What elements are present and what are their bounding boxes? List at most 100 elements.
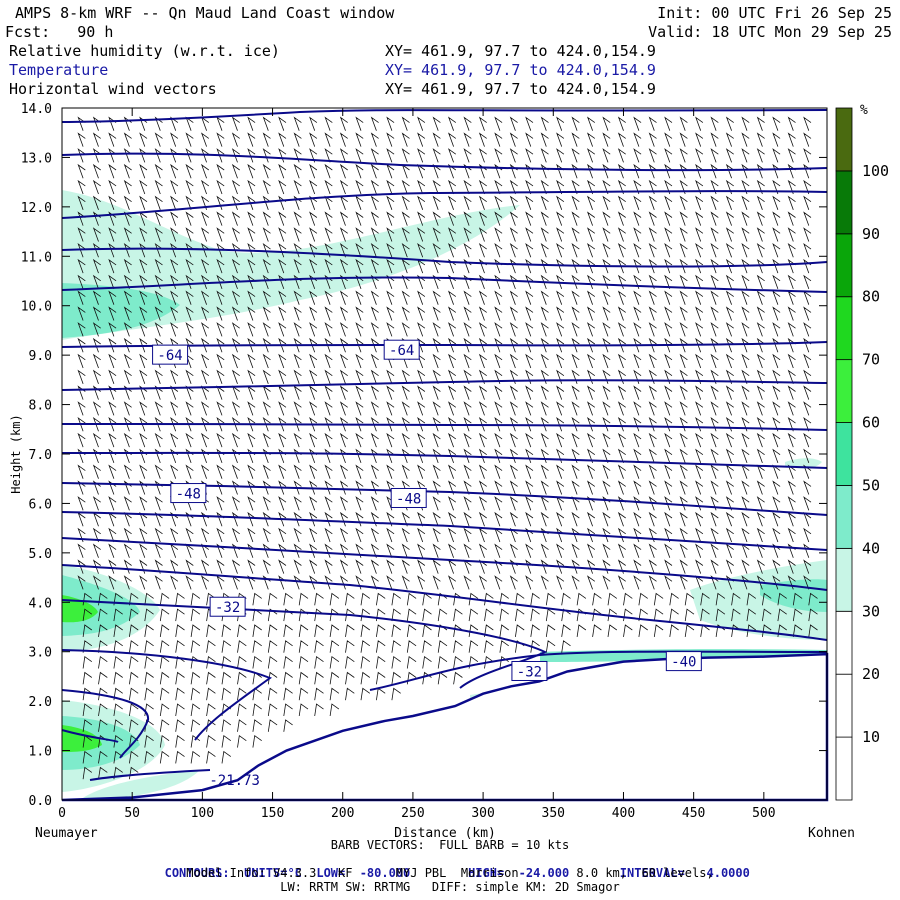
temperature-isotherm	[61, 247, 828, 268]
y-tick-label: 13.0	[21, 151, 52, 166]
temperature-isotherm	[369, 650, 828, 691]
colorbar-label: 30	[862, 602, 880, 620]
colorbar-label: 10	[862, 728, 880, 746]
x-tick-label: 250	[401, 806, 424, 821]
x-tick-label: 150	[261, 806, 284, 821]
contour-label-box	[209, 596, 246, 617]
forecast-hour: Fcst: 90 h	[5, 23, 114, 41]
y-tick-label: 0.0	[29, 794, 52, 809]
contour-labels: -64 -64 -48 -48 -32 -32 -40 -21.73	[152, 339, 702, 789]
x-tick-label: 0	[58, 806, 66, 821]
colorbar-label: 80	[862, 288, 880, 306]
y-tick-label: 2.0	[29, 695, 52, 710]
x-tick-label: 300	[471, 806, 494, 821]
y-tick-label: 7.0	[29, 448, 52, 463]
wind-barbs	[77, 116, 818, 780]
colorbar-label: 90	[862, 225, 880, 243]
y-tick-label: 4.0	[29, 596, 52, 611]
contours-interval: INTERVAL= 4.0000	[619, 866, 750, 880]
valid-time: Valid: 18 UTC Mon 29 Sep 25	[648, 23, 892, 41]
y-tick-label: 12.0	[21, 201, 52, 216]
temperature-isotherm	[61, 451, 828, 469]
temperature-isotherm	[61, 379, 828, 391]
temperature-isotherm	[89, 769, 211, 781]
colorbar: 10 20 30 40 50 60 70 80 90 100	[835, 107, 889, 801]
contours-prefix: CONTOURS:	[164, 866, 230, 880]
temperature-isotherm	[61, 276, 828, 293]
right-end-label: Kohnen	[808, 826, 855, 841]
x-tick-label: 400	[612, 806, 635, 821]
rh-region	[62, 283, 180, 338]
temperature-isotherm	[61, 190, 828, 219]
model-info: Model Info: V4.3.3 KF MYJ PBL Morrison 8…	[186, 866, 714, 880]
colorbar-label: 60	[862, 414, 880, 432]
contour-label-box	[511, 660, 548, 681]
y-tick-label: 6.0	[29, 497, 52, 512]
contour-info: CONTOURS: UNITS=°C LOW= -80.000 HIGH= -2…	[0, 852, 900, 880]
temperature-isotherm	[61, 109, 828, 123]
contour-label-box	[390, 487, 427, 508]
colorbar-swatch	[835, 422, 853, 486]
temperature-isotherm	[61, 729, 119, 743]
colorbar-swatch	[835, 233, 853, 298]
chart-title: AMPS 8-km WRF -- Qn Maud Land Coast wind…	[15, 4, 395, 22]
x-tick-label: 350	[542, 806, 565, 821]
temperature-isotherm	[61, 649, 273, 741]
colorbar-label: 100	[862, 162, 889, 180]
y-tick-label: 14.0	[21, 102, 52, 117]
colorbar-swatch	[835, 296, 853, 361]
colorbar-label: 50	[862, 476, 880, 494]
y-tick-label: 3.0	[29, 646, 52, 661]
colorbar-swatch	[835, 107, 853, 172]
field-xy-wind: XY= 461.9, 97.7 to 424.0,154.9	[385, 80, 656, 98]
colorbar-label: 40	[862, 539, 880, 557]
colorbar-swatch	[835, 359, 853, 423]
temperature-isotherm	[61, 152, 828, 172]
field-name-rh: Relative humidity (w.r.t. ice)	[9, 42, 280, 60]
colorbar-swatch	[835, 736, 853, 801]
y-tick-label: 5.0	[29, 547, 52, 562]
colorbar-swatch	[835, 485, 853, 549]
contour-label: -32	[517, 664, 542, 680]
contours-high: HIGH= -24.000	[468, 866, 570, 880]
terrain-surface	[61, 652, 829, 802]
field-name-wind: Horizontal wind vectors	[9, 80, 217, 98]
wind-barb-field	[77, 116, 818, 780]
y-tick-label: 9.0	[29, 349, 52, 364]
temperature-isotherm	[61, 564, 828, 641]
temperature-isotherm	[61, 537, 828, 591]
rh-region	[62, 190, 520, 340]
x-tick-label: 100	[191, 806, 214, 821]
contour-label: -40	[671, 655, 696, 671]
contour-label: -32	[215, 600, 240, 616]
x-tick-label: 200	[331, 806, 354, 821]
temperature-isotherm	[61, 423, 828, 431]
contour-label: -48	[176, 487, 201, 503]
y-axis: 0.0 1.0 2.0 3.0 4.0 5.0 6.0 7.0 8.0 9.0 10.0 11.0 12…	[21, 102, 827, 809]
field-name-temperature: Temperature	[9, 61, 109, 79]
barb-legend: BARB VECTORS: FULL BARB = 10 kts	[330, 838, 570, 852]
y-tick-label: 8.0	[29, 399, 52, 414]
colorbar-unit: %	[860, 103, 868, 118]
contour-label: -21.73	[209, 773, 260, 789]
contour-label-box	[170, 483, 207, 504]
x-tick-label: 50	[124, 806, 140, 821]
x-axis: 0 50 100 150 200 250 300 350 400 450 500	[58, 108, 776, 821]
y-tick-label: 11.0	[21, 250, 52, 265]
contour-label: -48	[396, 491, 421, 507]
y-tick-label: 1.0	[29, 745, 52, 760]
x-axis-label: Distance (km)	[394, 826, 496, 841]
y-tick-label: 10.0	[21, 300, 52, 315]
temperature-isotherm	[61, 511, 828, 551]
field-xy-temperature: XY= 461.9, 97.7 to 424.0,154.9	[385, 61, 656, 79]
temperature-isotherm	[61, 689, 150, 759]
colorbar-swatch	[835, 610, 853, 675]
physics-info: LW: RRTM SW: RRTMG DIFF: simple KM: 2D S…	[280, 880, 620, 894]
contour-label-box	[152, 344, 189, 365]
contours-low: LOW= -80.000	[316, 866, 411, 880]
contour-label-box	[665, 651, 702, 672]
field-xy-rh: XY= 461.9, 97.7 to 424.0,154.9	[385, 42, 656, 60]
contours-units: UNITS=°C	[244, 866, 302, 880]
colorbar-swatch	[835, 673, 853, 738]
